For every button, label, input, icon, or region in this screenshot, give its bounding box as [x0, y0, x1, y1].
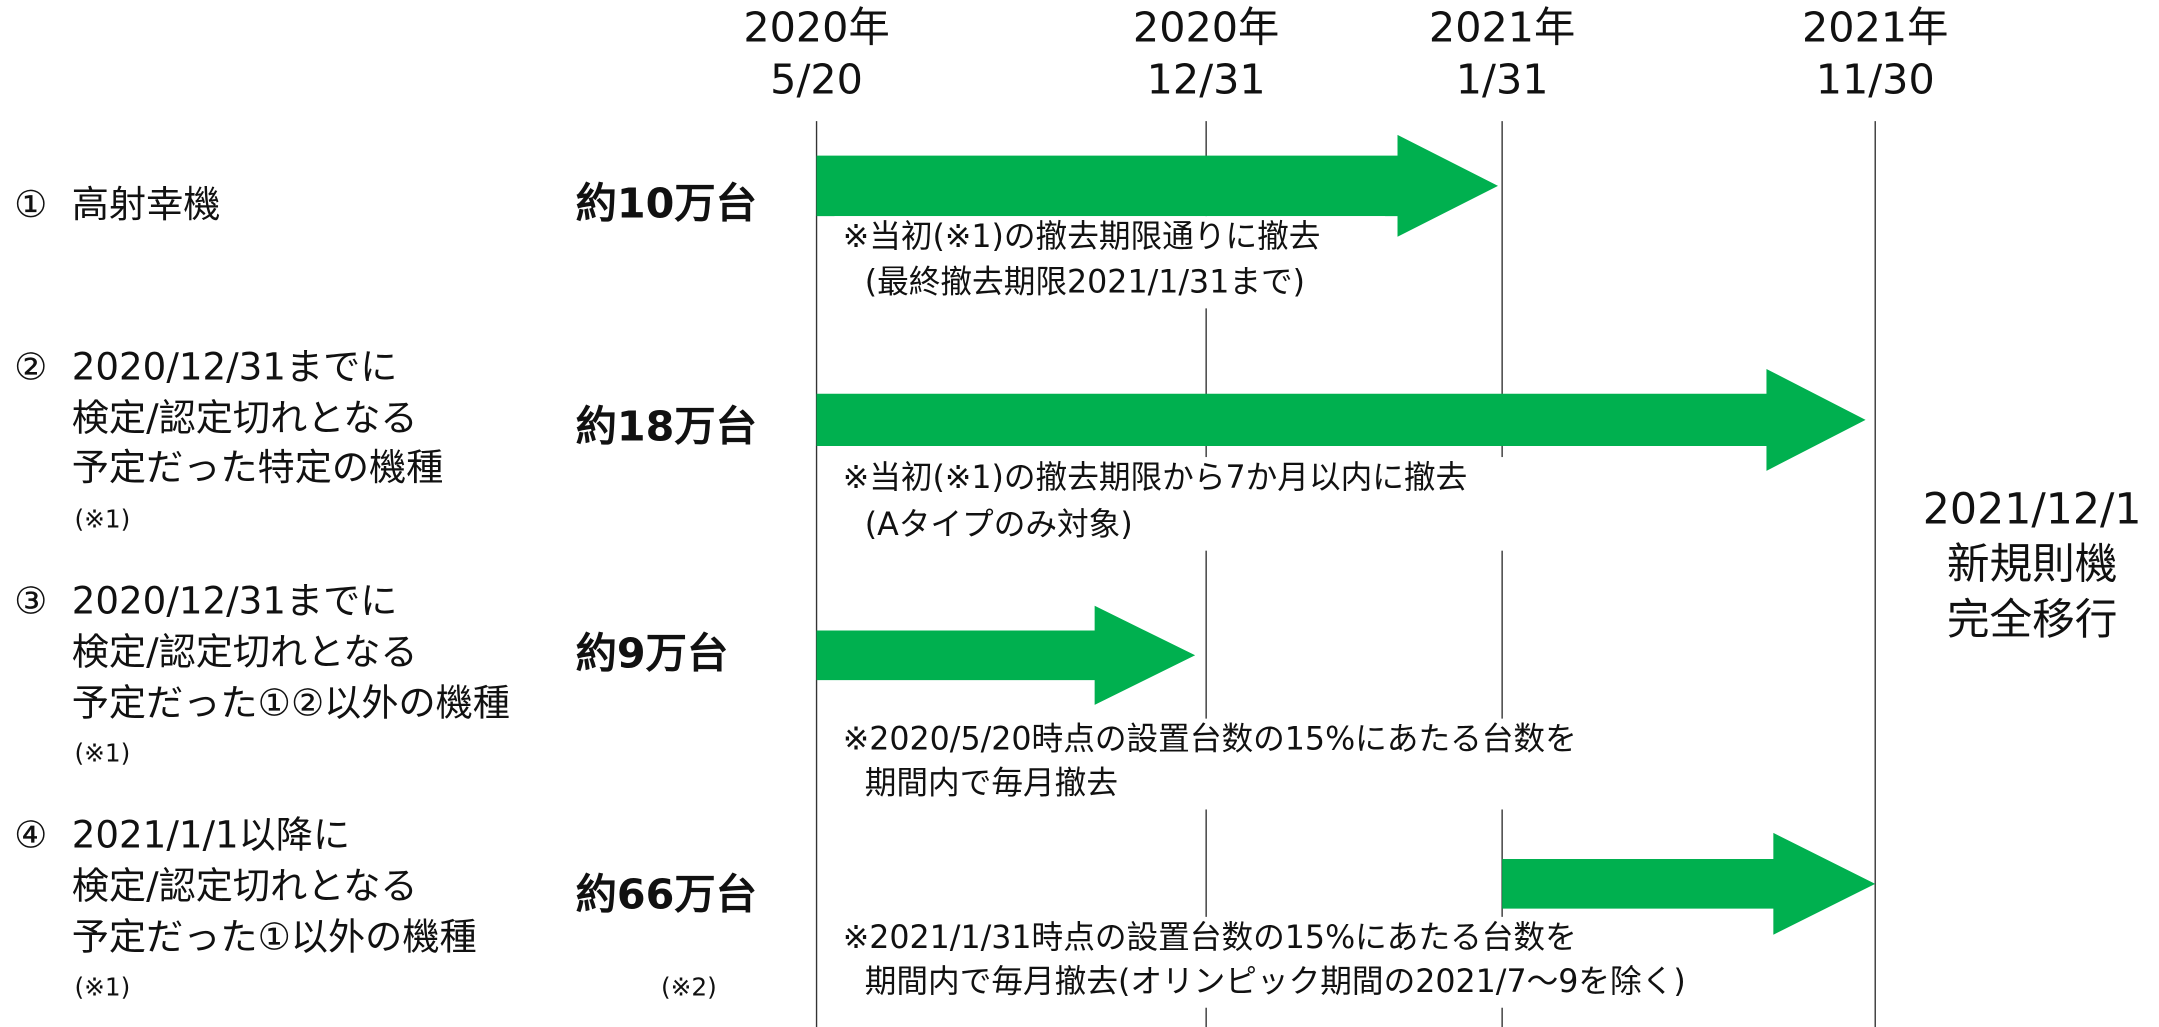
column-date: 1/31	[1456, 56, 1549, 104]
arrow	[1502, 832, 1876, 935]
row-count: 約9万台	[576, 630, 729, 678]
row-label: 予定だった特定の機種	[72, 445, 444, 489]
final-label: 完全移行	[1947, 595, 2118, 645]
column-date: 11/30	[1816, 56, 1935, 104]
row-count: 約66万台	[576, 871, 757, 919]
row-footnote: (※1)	[75, 972, 131, 1001]
row-note: ※当初(※1)の撤去期限通りに撤去	[843, 219, 1321, 255]
row-note: ※当初(※1)の撤去期限から7か月以内に撤去	[843, 460, 1468, 496]
row-label: 2020/12/31までに	[72, 578, 398, 622]
row-footnote: (※1)	[75, 504, 131, 533]
note-background	[834, 216, 1386, 309]
row-number: ③	[14, 578, 47, 622]
row-label: 2020/12/31までに	[72, 344, 398, 388]
row-number: ②	[14, 344, 47, 388]
note-background	[834, 916, 1661, 1008]
final-label: 新規則機	[1947, 540, 2118, 590]
row-label: 検定/認定切れとなる	[72, 629, 418, 673]
final-label: 2021/12/1	[1923, 485, 2142, 535]
row-label: 予定だった①②以外の機種	[72, 680, 510, 724]
row-label: 2021/1/1以降に	[72, 813, 350, 857]
row-note: 期間内で毎月撤去	[865, 766, 1118, 802]
row-note: (Aタイプのみ対象)	[865, 507, 1133, 543]
note-background	[834, 718, 1661, 810]
note-background	[834, 457, 1523, 551]
row-label: 予定だった①以外の機種	[72, 914, 477, 958]
row-note: ※2021/1/31時点の設置台数の15%にあたる台数を	[843, 920, 1577, 956]
row-count: 約10万台	[576, 180, 757, 228]
column-year: 2021年	[1429, 3, 1575, 51]
row-count: 約18万台	[576, 403, 757, 451]
row-label: 検定/認定切れとなる	[72, 395, 418, 439]
column-year: 2020年	[1133, 3, 1279, 51]
column-year: 2020年	[743, 3, 889, 51]
arrow	[816, 368, 1866, 471]
row-label: 高射幸機	[72, 182, 221, 226]
row-number: ①	[14, 182, 47, 226]
column-date: 12/31	[1147, 56, 1266, 104]
row-note: 期間内で毎月撤去(オリンピック期間の2021/7～9を除く)	[865, 964, 1686, 1000]
column-year: 2021年	[1802, 3, 1948, 51]
count-footnote: (※2)	[661, 972, 717, 1001]
arrow	[816, 605, 1196, 705]
column-date: 5/20	[770, 56, 863, 104]
row-label: 検定/認定切れとなる	[72, 863, 418, 907]
row-note: ※2020/5/20時点の設置台数の15%にあたる台数を	[843, 722, 1577, 758]
row-note: (最終撤去期限2021/1/31まで)	[865, 265, 1305, 301]
arrow	[816, 134, 1499, 237]
row-footnote: (※1)	[75, 738, 131, 767]
row-number: ④	[14, 813, 47, 857]
